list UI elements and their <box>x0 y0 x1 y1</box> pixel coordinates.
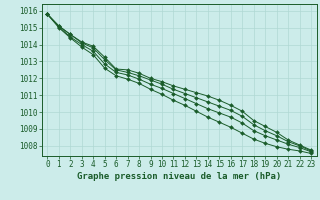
X-axis label: Graphe pression niveau de la mer (hPa): Graphe pression niveau de la mer (hPa) <box>77 172 281 181</box>
